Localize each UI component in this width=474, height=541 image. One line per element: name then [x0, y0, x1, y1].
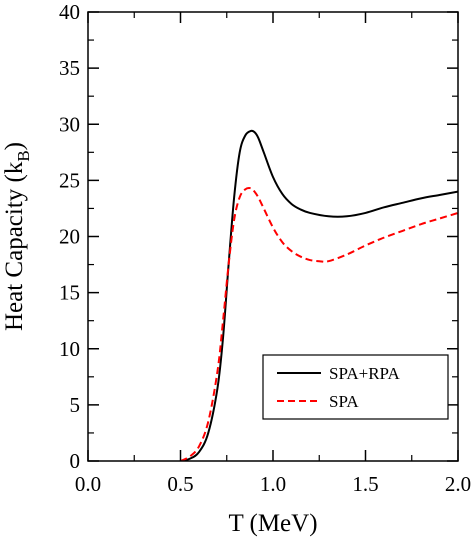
- x-tick-label: 0.5: [167, 472, 193, 496]
- y-tick-label: 10: [59, 337, 80, 361]
- legend-label-1: SPA+RPA: [329, 364, 400, 383]
- series-line-2: [180, 187, 458, 461]
- x-tick-label: 1.5: [352, 472, 378, 496]
- y-tick-label: 15: [59, 281, 80, 305]
- y-tick-label: 0: [70, 449, 81, 473]
- x-tick-label: 1.0: [260, 472, 286, 496]
- y-tick-label: 30: [59, 112, 80, 136]
- x-tick-label: 0.0: [75, 472, 101, 496]
- legend-label-2: SPA: [329, 392, 359, 411]
- y-tick-label: 5: [70, 393, 81, 417]
- y-axis-title: Heat Capacity (kB): [1, 142, 33, 331]
- series-line-1: [180, 129, 458, 461]
- legend: SPA+RPA SPA: [262, 354, 449, 420]
- legend-box: [262, 354, 449, 420]
- y-tick-label: 40: [59, 0, 80, 24]
- y-axis-title-close: ): [1, 142, 28, 150]
- y-tick-label: 35: [59, 56, 80, 80]
- y-axis-title-subscript: B: [14, 150, 33, 161]
- y-tick-label: 25: [59, 168, 80, 192]
- x-tick-label: 2.0: [445, 472, 471, 496]
- y-axis-title-main: Heat Capacity (k: [1, 161, 28, 331]
- x-axis-title: T (MeV): [228, 510, 317, 537]
- y-tick-label: 20: [59, 225, 80, 249]
- series-layer: [180, 129, 458, 461]
- ticks-layer: 0.0 0.5 1.0 1.5 2.0 0 5 10 15 20 25 30 35 40: [59, 0, 471, 496]
